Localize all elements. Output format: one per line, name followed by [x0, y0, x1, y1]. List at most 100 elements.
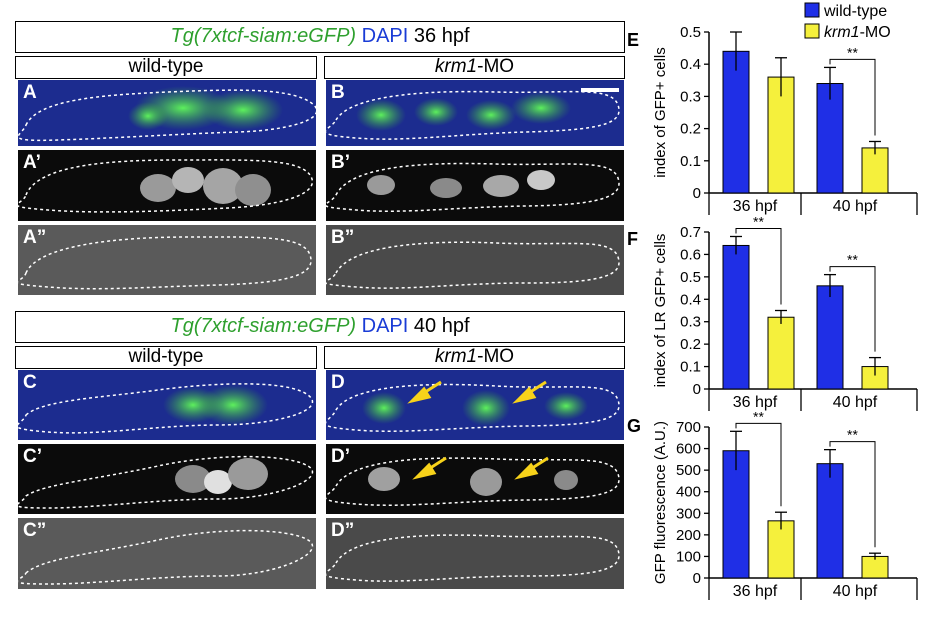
- y-tick-label: 0.1: [680, 359, 701, 376]
- micrograph-D2: D”: [326, 518, 624, 589]
- bar: [767, 316, 795, 390]
- y-axis-label: GFP fluorescence (A.U.): [652, 421, 669, 584]
- y-tick-label: 400: [676, 484, 701, 501]
- legend-label: wild-type: [823, 3, 887, 20]
- panel-label-C: C: [23, 372, 37, 393]
- bar: [722, 50, 750, 194]
- panel-label-A2: A”: [23, 227, 47, 248]
- stage-label: 36 hpf: [413, 25, 470, 47]
- x-tick-label: 36 hpf: [733, 198, 778, 215]
- significance-label: **: [847, 44, 858, 60]
- micrograph-A1-image: [18, 159, 313, 213]
- chart-panel-label: G: [627, 416, 641, 436]
- y-tick-label: 0.2: [680, 336, 701, 353]
- x-tick-label: 36 hpf: [733, 583, 778, 600]
- condition-mo-40: krm1-MO: [324, 346, 625, 369]
- panel-label-B: B: [331, 82, 345, 103]
- significance-label: **: [847, 427, 858, 443]
- micrograph-A: A: [18, 80, 316, 146]
- micrograph-B: B: [326, 80, 624, 146]
- condition-label: wild-type: [128, 346, 204, 367]
- y-tick-label: 500: [676, 462, 701, 479]
- legend: wild-type krm1-MO: [804, 2, 891, 41]
- chart-panel-label: E: [627, 30, 639, 50]
- bar: [816, 83, 844, 194]
- bar: [816, 463, 844, 579]
- y-axis-label: index of GFP+ cells: [652, 47, 669, 177]
- chart-panel-label: F: [627, 229, 638, 249]
- transgene-label: Tg(7xtcf-siam:eGFP): [170, 315, 357, 337]
- y-tick-label: 300: [676, 505, 701, 522]
- header-40hpf: Tg(7xtcf-siam:eGFP) DAPI 40 hpf: [15, 311, 625, 343]
- significance-bracket: [735, 227, 782, 305]
- micrograph-C2-image: [18, 529, 314, 585]
- micrograph-D2-image: [326, 534, 620, 582]
- micrograph-B1: B’: [326, 150, 624, 221]
- panel-label-D1: D’: [331, 446, 350, 467]
- micrograph-A2-image: [18, 236, 312, 290]
- micrograph-D: D: [326, 370, 624, 440]
- scale-bar: [581, 88, 619, 92]
- condition-italic: krm1: [434, 56, 478, 77]
- y-tick-label: 0: [693, 185, 701, 202]
- significance-bracket: [829, 58, 876, 136]
- condition-suffix: -MO: [477, 346, 515, 367]
- bar: [861, 147, 889, 194]
- significance-label: **: [753, 408, 764, 424]
- panel-label-C2: C”: [23, 520, 47, 541]
- x-tick-label: 40 hpf: [833, 583, 878, 600]
- header-36hpf: Tg(7xtcf-siam:eGFP) DAPI 36 hpf: [15, 21, 625, 53]
- panel-label-D2: D”: [331, 520, 355, 541]
- micrograph-C: C: [18, 370, 316, 440]
- micrograph-B2: B”: [326, 225, 624, 295]
- micrograph-C1: C’: [18, 444, 316, 514]
- chart-G: G 0 100 200 300 400 500 600 700 GFP fluorescence …: [627, 408, 918, 600]
- significance-bracket: [829, 266, 876, 352]
- micrograph-B1-image: [326, 162, 620, 212]
- panel-label-D: D: [331, 372, 345, 393]
- bar: [767, 520, 795, 579]
- y-tick-label: 0.6: [680, 246, 701, 263]
- y-tick-label: 200: [676, 527, 701, 544]
- panel-label-B2: B”: [331, 227, 355, 248]
- significance-bracket: [735, 422, 782, 507]
- chart-E: E 0 0.1 0.2 0.3 0.4 0.5 index of GFP+ cells 36 h…: [627, 2, 918, 215]
- y-tick-label: 0.4: [680, 56, 701, 73]
- arrow-icon: [512, 380, 547, 404]
- chart-F: F 0 0.1 0.2 0.3 0.4 0.5 0.6 0.7 index of LR GFP+ …: [627, 213, 918, 411]
- stage-label: 40 hpf: [413, 315, 470, 337]
- panel-label-A1: A’: [23, 152, 41, 173]
- x-tick-label: 40 hpf: [833, 394, 878, 411]
- significance-label: **: [753, 213, 764, 229]
- y-tick-label: 0.5: [680, 24, 701, 41]
- micrograph-D1: D’: [326, 444, 624, 514]
- micrograph-D1-image: [326, 456, 620, 506]
- y-tick-label: 600: [676, 441, 701, 458]
- bar-charts: E 0 0.1 0.2 0.3 0.4 0.5 index of GFP+ cells 36 h…: [627, 2, 918, 600]
- micrograph-C-image: [18, 383, 314, 434]
- y-tick-label: 0.7: [680, 224, 701, 241]
- x-tick-label: 36 hpf: [733, 394, 778, 411]
- micrograph-A1: A’: [18, 150, 316, 221]
- micrograph-A2: A”: [18, 225, 316, 295]
- x-tick-label: 40 hpf: [833, 198, 878, 215]
- bar: [722, 450, 750, 579]
- arrow-icon: [407, 380, 442, 404]
- legend-swatch: [804, 23, 820, 39]
- y-tick-label: 0.2: [680, 121, 701, 138]
- legend-swatch: [804, 2, 820, 18]
- y-tick-label: 0.1: [680, 153, 701, 170]
- condition-wt-40: wild-type: [15, 346, 317, 369]
- condition-italic: krm1: [434, 346, 478, 367]
- micrograph-C2: C”: [18, 518, 316, 589]
- condition-suffix: -MO: [477, 56, 515, 77]
- dapi-label: DAPI: [361, 315, 409, 337]
- y-tick-label: 100: [676, 548, 701, 565]
- condition-mo-36: krm1-MO: [324, 56, 625, 79]
- y-tick-label: 0.3: [680, 314, 701, 331]
- transgene-label: Tg(7xtcf-siam:eGFP): [170, 25, 357, 47]
- y-tick-label: 0.5: [680, 269, 701, 286]
- condition-wt-36: wild-type: [15, 56, 317, 79]
- condition-label: wild-type: [128, 56, 204, 77]
- y-tick-label: 0.3: [680, 88, 701, 105]
